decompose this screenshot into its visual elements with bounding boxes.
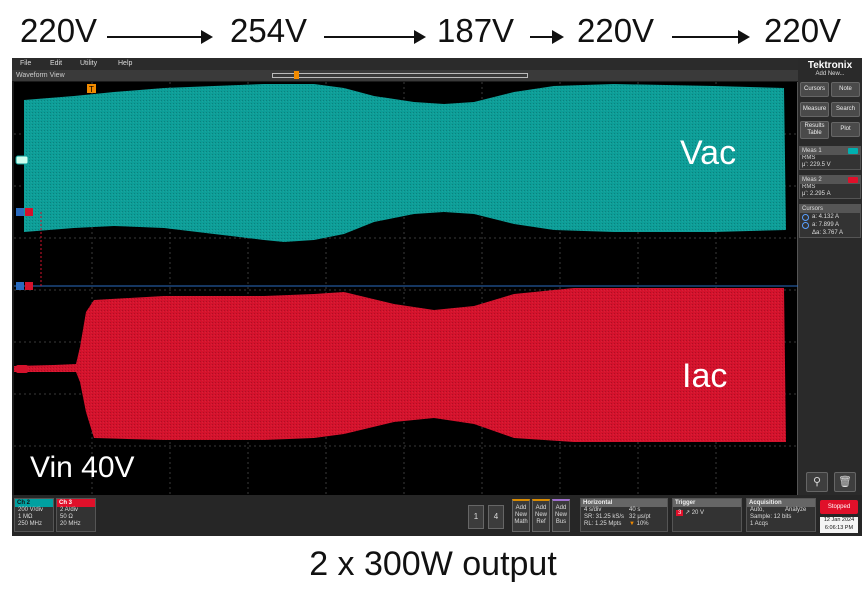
note-button[interactable]: Note xyxy=(831,82,860,97)
acquisition-mode: Auto, xyxy=(750,507,765,513)
cursors-button[interactable]: Cursors xyxy=(800,82,829,97)
voltage-step-3: 187V xyxy=(437,12,515,49)
run-stop-status-button[interactable]: Stopped xyxy=(820,500,858,514)
cursor-b-icon xyxy=(802,221,809,229)
voltage-step-1: 220V xyxy=(20,12,98,49)
iac-label: Iac xyxy=(682,357,728,395)
ch3-scale: 2 A/div xyxy=(60,507,79,513)
meas2-type: RMS xyxy=(802,184,816,190)
meas1-title: Meas 1 xyxy=(802,148,822,154)
waveform-graticule: T xyxy=(14,82,798,495)
add-new-math-button[interactable]: Add New Math xyxy=(512,499,530,532)
zoom-icon[interactable]: ⚲ xyxy=(806,472,828,492)
record-view-bar[interactable] xyxy=(272,73,528,78)
right-panel: Tektronix Add New... Cursors Note Measur… xyxy=(798,58,862,495)
ch2-scale: 200 V/div xyxy=(18,507,44,513)
meas2-value: μ': 2.295 A xyxy=(802,191,831,197)
waveform-view-title: Waveform View xyxy=(12,70,798,81)
channel-4-button[interactable]: 4 xyxy=(488,505,504,529)
menu-help[interactable]: Help xyxy=(118,60,133,67)
voltage-sequence: 220V 254V 187V 220V 220V xyxy=(0,8,866,58)
time-per-point: 32 μs/pt xyxy=(629,514,651,520)
trigger-position: ▼ 10% xyxy=(629,521,649,527)
record-length: RL: 1.25 Mpts xyxy=(584,521,622,527)
settings-bar: Ch 2 200 V/div 1 MΩ 250 MHz Ch 3 2 A/div… xyxy=(12,495,862,536)
ch3-title: Ch 3 xyxy=(57,499,95,507)
vin-label: Vin 40V xyxy=(30,451,135,484)
voltage-step-5: 220V xyxy=(764,12,842,49)
horizontal-scale: 4 s/div xyxy=(584,507,602,513)
ch3-bandwidth: 20 MHz xyxy=(60,521,81,527)
trigger-level: 20 V xyxy=(691,510,705,516)
tektronix-logo: Tektronix Add New... xyxy=(798,58,862,80)
meas1-color-tag xyxy=(848,148,858,154)
date-value: 12 Jan 2024 xyxy=(823,517,855,523)
ch2-bandwidth: 250 MHz xyxy=(18,521,43,527)
ch3-badge[interactable]: Ch 3 2 A/div 50 Ω 20 MHz xyxy=(56,498,96,532)
meas2-badge[interactable]: Meas 2 RMS μ': 2.295 A xyxy=(799,175,861,199)
channel-1-button[interactable]: 1 xyxy=(468,505,484,529)
meas2-title: Meas 2 xyxy=(802,177,822,183)
ch2-impedance: 1 MΩ xyxy=(18,514,33,520)
arrow-right-icon xyxy=(530,30,564,44)
rising-edge-icon: ↗ xyxy=(685,510,691,516)
arrow-right-icon xyxy=(107,30,213,44)
cursors-title: Cursors xyxy=(802,206,824,212)
meas2-color-tag xyxy=(848,177,858,183)
arrow-right-icon xyxy=(672,30,750,44)
vac-label: Vac xyxy=(680,134,737,172)
acquisition-badge[interactable]: Acquisition Auto, Analyze Sample: 12 bits… xyxy=(746,498,816,532)
horizontal-title: Horizontal xyxy=(581,499,667,507)
oscilloscope-screen: File Edit Utility Help Waveform View xyxy=(12,58,862,536)
cursor-a-value: a: 4.132 A xyxy=(812,214,840,220)
menu-file[interactable]: File xyxy=(20,60,32,67)
acquisition-sample: Sample: 12 bits xyxy=(750,514,792,520)
add-new-ref-button[interactable]: Add New Ref xyxy=(532,499,550,532)
svg-text:T: T xyxy=(89,85,94,94)
menu-utility[interactable]: Utility xyxy=(80,60,98,67)
results-table-button[interactable]: Results Table xyxy=(800,121,829,139)
trash-icon[interactable]: 🗑 xyxy=(834,472,856,492)
acquisition-count: 1 Acqs xyxy=(750,521,769,527)
sample-rate: SR: 31.25 kS/s xyxy=(584,514,625,520)
time-value: 6:06:13 PM xyxy=(824,524,854,531)
horizontal-duration: 40 s xyxy=(629,507,641,513)
acquisition-analyze: Analyze xyxy=(785,507,807,513)
voltage-step-2: 254V xyxy=(230,12,308,49)
date-time: 12 Jan 2024 6:06:13 PM xyxy=(820,517,858,533)
menu-bar: File Edit Utility Help xyxy=(12,58,798,70)
measure-button[interactable]: Measure xyxy=(800,102,829,117)
cursor-delta-value: Δa: 3.767 A xyxy=(812,230,844,236)
waveform-plot[interactable]: T Vac Iac Vin 40V xyxy=(14,82,798,495)
menu-edit[interactable]: Edit xyxy=(50,60,63,67)
ch3-impedance: 50 Ω xyxy=(60,514,73,520)
cursors-badge[interactable]: Cursors a: 4.132 A a: 7.899 A Δa: 3.767 … xyxy=(799,204,861,238)
add-new-label: Add New... xyxy=(815,71,845,77)
ch2-badge[interactable]: Ch 2 200 V/div 1 MΩ 250 MHz xyxy=(14,498,54,532)
plot-button[interactable]: Plot xyxy=(831,122,860,137)
voltage-step-4: 220V xyxy=(577,12,655,49)
meas1-type: RMS xyxy=(802,155,816,161)
results-table-label-2: Table xyxy=(807,130,822,136)
trigger-badge[interactable]: Trigger 3 ↗ 20 V xyxy=(672,498,742,532)
meas1-value: μ': 229.5 V xyxy=(802,162,831,168)
output-caption: 2 x 300W output xyxy=(309,545,557,583)
add-new-bus-button[interactable]: Add New Bus xyxy=(552,499,570,532)
cursor-b-value: a: 7.899 A xyxy=(812,222,840,228)
search-button[interactable]: Search xyxy=(831,102,860,117)
horizontal-badge[interactable]: Horizontal 4 s/div 40 s SR: 31.25 kS/s 32 … xyxy=(580,498,668,532)
trigger-position-marker[interactable] xyxy=(294,71,299,79)
arrow-right-icon xyxy=(324,30,426,44)
ch2-title: Ch 2 xyxy=(15,499,53,507)
trigger-title: Trigger xyxy=(673,499,741,507)
cursor-a-icon xyxy=(802,213,809,221)
trigger-source: 3 xyxy=(676,510,684,516)
meas1-badge[interactable]: Meas 1 RMS μ': 229.5 V xyxy=(799,146,861,170)
results-table-label-1: Results xyxy=(804,123,825,129)
acquisition-title: Acquisition xyxy=(747,499,815,507)
